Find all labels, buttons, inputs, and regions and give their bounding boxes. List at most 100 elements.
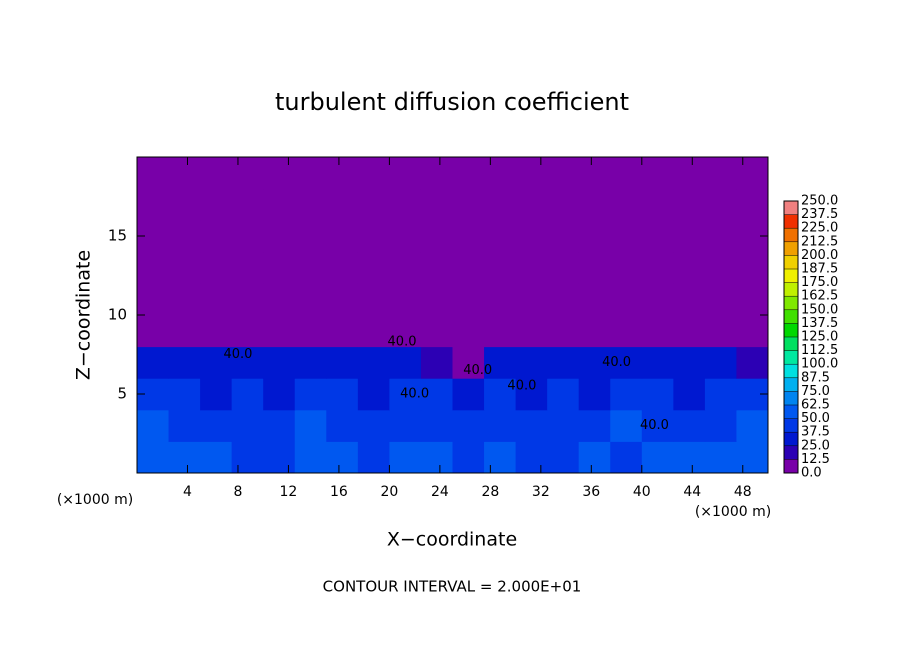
cell: [357, 220, 390, 253]
cell: [484, 188, 517, 221]
cell: [168, 220, 201, 253]
cell: [673, 220, 706, 253]
colorbar-label: 12.5: [801, 452, 830, 467]
cell: [357, 378, 390, 411]
cell: [484, 251, 517, 284]
colorbar-label: 250.0: [801, 194, 838, 209]
cell: [673, 409, 706, 442]
cell: [137, 283, 170, 316]
cell: [610, 409, 643, 442]
cell: [294, 315, 327, 348]
cell: [420, 251, 453, 284]
x-unit: (×1000 m): [695, 504, 771, 520]
cell: [137, 409, 170, 442]
cell: [641, 409, 674, 442]
colorbar-label: 162.5: [801, 289, 838, 304]
colorbar-swatch: [784, 364, 798, 378]
cell: [137, 441, 170, 474]
cell: [168, 188, 201, 221]
cell: [704, 188, 737, 221]
cell: [547, 157, 580, 190]
colorbar-swatch: [784, 309, 798, 324]
cell: [673, 157, 706, 190]
cell: [484, 220, 517, 253]
cell: [137, 251, 170, 284]
colorbar-label: 25.0: [801, 438, 830, 453]
cell: [515, 220, 548, 253]
cell: [263, 157, 296, 190]
y-tick-label: 5: [117, 385, 127, 403]
cell: [357, 251, 390, 284]
colorbar-label: 62.5: [801, 398, 830, 413]
cell: [200, 441, 233, 474]
cell: [200, 188, 233, 221]
colorbar-label: 187.5: [801, 262, 838, 277]
cell: [578, 315, 611, 348]
cell: [736, 346, 769, 379]
cell: [263, 315, 296, 348]
cell: [547, 283, 580, 316]
cell: [515, 283, 548, 316]
cell: [263, 441, 296, 474]
cell: [736, 157, 769, 190]
x-tick-label: 8: [233, 484, 242, 500]
cell: [736, 188, 769, 221]
cell: [547, 441, 580, 474]
colorbar-label: 75.0: [801, 384, 830, 399]
cell: [357, 188, 390, 221]
cell: [610, 251, 643, 284]
cell: [610, 283, 643, 316]
cell: [168, 315, 201, 348]
cell: [736, 315, 769, 348]
cell: [389, 188, 422, 221]
cell: [389, 441, 422, 474]
cell: [578, 441, 611, 474]
cell: [231, 283, 264, 316]
cell: [420, 378, 453, 411]
cell: [420, 346, 453, 379]
cell: [389, 378, 422, 411]
cell: [452, 441, 485, 474]
cell: [137, 157, 170, 190]
cell: [263, 346, 296, 379]
cell: [137, 315, 170, 348]
cell: [704, 378, 737, 411]
colorbar-label: 200.0: [801, 248, 838, 263]
cell: [515, 315, 548, 348]
cell: [231, 315, 264, 348]
cell: [578, 157, 611, 190]
cell: [389, 251, 422, 284]
cell: [578, 409, 611, 442]
cell: [357, 441, 390, 474]
cell: [168, 283, 201, 316]
cell: [641, 346, 674, 379]
contour-label: 40.0: [400, 387, 429, 402]
colorbar-label: 112.5: [801, 343, 838, 358]
cell: [168, 409, 201, 442]
x-tick-label: 32: [532, 484, 550, 500]
colorbar-swatch: [784, 282, 798, 297]
cell: [326, 441, 359, 474]
cell: [704, 346, 737, 379]
cell: [452, 188, 485, 221]
cell: [673, 378, 706, 411]
x-tick-label: 20: [380, 484, 398, 500]
y-tick-label: 15: [108, 227, 127, 245]
cell: [452, 409, 485, 442]
colorbar-swatch: [784, 228, 798, 242]
cell: [578, 283, 611, 316]
cell: [484, 157, 517, 190]
cell: [452, 283, 485, 316]
cell: [326, 157, 359, 190]
colorbar-label: 150.0: [801, 302, 838, 317]
x-tick-label: 40: [633, 484, 651, 500]
cell: [610, 315, 643, 348]
cell: [200, 378, 233, 411]
colorbar-label: 37.5: [801, 425, 830, 440]
colorbar-swatch: [784, 445, 798, 460]
cell: [515, 251, 548, 284]
cell: [137, 188, 170, 221]
cell: [263, 251, 296, 284]
colorbar-label: 225.0: [801, 221, 838, 236]
cell: [263, 188, 296, 221]
